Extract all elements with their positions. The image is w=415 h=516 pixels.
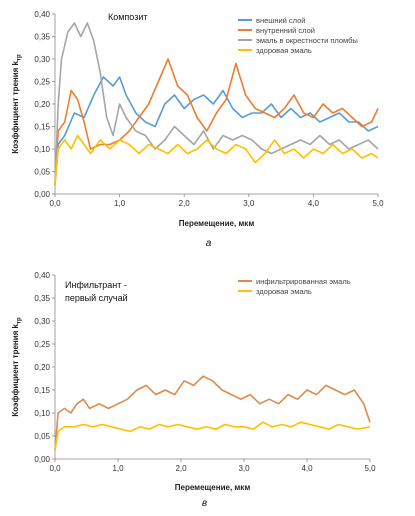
y-tick-label: 0,40 — [34, 271, 50, 280]
legend-label: здоровая эмаль — [256, 46, 312, 55]
y-tick-label: 0,25 — [34, 340, 50, 349]
chart-2: 0,00 0,05 0,10 0,15 0,20 0,25 0,30 0,35 0,40 0,0 1… — [11, 271, 376, 509]
x-tick-label: 2,0 — [175, 464, 187, 473]
y-tick-label: 0,30 — [34, 55, 50, 64]
x-tick-label: 0,0 — [49, 199, 61, 208]
y-tick-label: 0,30 — [34, 317, 50, 326]
chart-annotation: Инфильтрант - — [65, 280, 127, 290]
x-tick-label: 1,0 — [112, 464, 124, 473]
y-tick-label: 0,20 — [34, 100, 50, 109]
series-line-3 — [54, 22, 379, 186]
y-axis-title: Коэффициент трения kтр — [11, 317, 23, 417]
legend-label: инфильтрированная эмаль — [256, 277, 351, 286]
x-tick-label: 1,0 — [114, 199, 126, 208]
x-tick-label: 3,0 — [238, 464, 250, 473]
y-tick-label: 0,35 — [34, 294, 50, 303]
x-tick-label: 5,0 — [364, 464, 376, 473]
y-tick-label: 0,20 — [34, 363, 50, 372]
y-tick-label: 0,00 — [34, 455, 50, 464]
series-line-2 — [54, 421, 371, 450]
x-tick-label: 4,0 — [301, 464, 313, 473]
y-tick-label: 0,05 — [34, 432, 50, 441]
y-tick-label: 0,35 — [34, 33, 50, 42]
x-tick-label: 4,0 — [308, 199, 320, 208]
y-tick-label: 0,00 — [34, 190, 50, 199]
x-axis-title: Перемещение, мкм — [175, 483, 251, 492]
y-tick-label: 0,15 — [34, 386, 50, 395]
y-axis-title-subscript: тр — [17, 54, 23, 61]
series-line-1 — [54, 375, 371, 450]
series-line-2 — [54, 58, 379, 186]
y-axis-title-subscript: тр — [17, 317, 23, 324]
x-tick-label: 5,0 — [372, 199, 384, 208]
x-tick-label: 2,0 — [179, 199, 191, 208]
legend-label: эмаль в окрестности пломбы — [256, 36, 358, 45]
x-tick-label: 0,0 — [49, 464, 61, 473]
chart-1: 0,00 0,05 0,10 0,15 0,20 0,25 0,30 0,35 0,40 0,0 1… — [11, 10, 384, 249]
y-tick-label: 0,40 — [34, 10, 50, 19]
legend-label: здоровая эмаль — [256, 287, 312, 296]
y-tick-label: 0,10 — [34, 145, 50, 154]
legend-label: внутренний слой — [256, 26, 315, 35]
chart-annotation: Композит — [108, 12, 148, 22]
y-axis-title: Коэффициент трения kтр — [11, 54, 23, 154]
x-axis-title: Перемещение, мкм — [179, 219, 255, 228]
series-line-4 — [54, 134, 379, 186]
y-tick-label: 0,25 — [34, 78, 50, 87]
y-tick-label: 0,15 — [34, 123, 50, 132]
panel-caption: в — [202, 498, 207, 509]
y-axis-title-main: Коэффициент трения k — [11, 323, 20, 416]
y-tick-label: 0,10 — [34, 409, 50, 418]
y-tick-label: 0,05 — [34, 168, 50, 177]
y-axis-title-main: Коэффициент трения k — [11, 60, 20, 153]
panel-caption: а — [206, 238, 212, 249]
legend-label: внешний слой — [256, 16, 306, 25]
chart-annotation: первый случай — [65, 293, 128, 303]
x-tick-label: 3,0 — [243, 199, 255, 208]
